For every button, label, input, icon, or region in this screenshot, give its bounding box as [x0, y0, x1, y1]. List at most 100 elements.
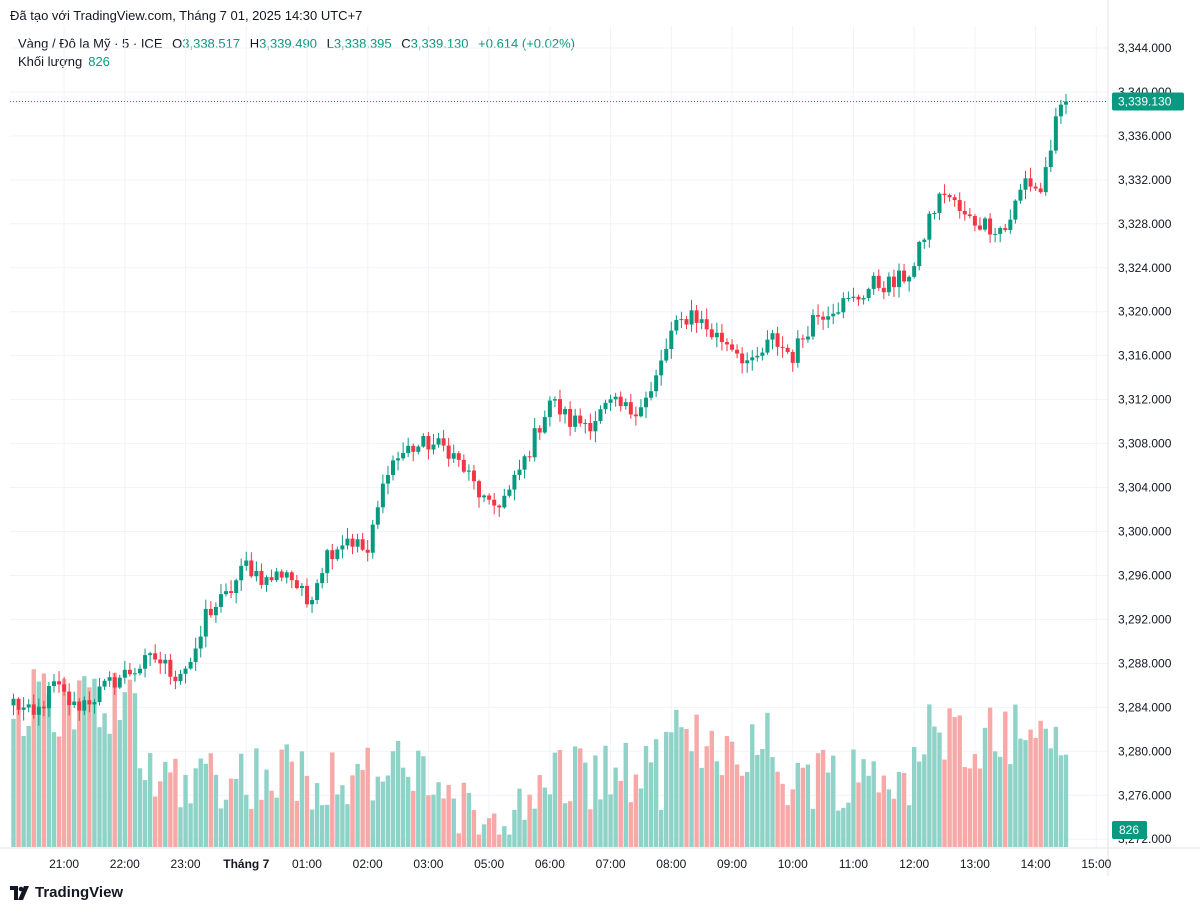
- candle-body[interactable]: [684, 319, 689, 325]
- candle-body[interactable]: [871, 275, 876, 289]
- candle-body[interactable]: [699, 319, 704, 323]
- candle-body[interactable]: [593, 421, 598, 432]
- candle-body[interactable]: [11, 698, 16, 706]
- candle-body[interactable]: [224, 591, 229, 595]
- candle-body[interactable]: [952, 197, 957, 201]
- candle-body[interactable]: [730, 344, 735, 350]
- candle-body[interactable]: [568, 408, 573, 427]
- candle-body[interactable]: [623, 402, 628, 407]
- candle-body[interactable]: [203, 608, 208, 637]
- candle-body[interactable]: [563, 408, 568, 415]
- candle-body[interactable]: [886, 276, 891, 293]
- candle-body[interactable]: [416, 446, 421, 452]
- candle-body[interactable]: [411, 445, 416, 452]
- candle-body[interactable]: [542, 417, 547, 433]
- candle-body[interactable]: [557, 399, 562, 415]
- candle-body[interactable]: [67, 691, 72, 706]
- symbol-name[interactable]: Vàng / Đô la Mỹ · 5 · ICE: [18, 36, 163, 51]
- candle-body[interactable]: [51, 681, 56, 687]
- candle-body[interactable]: [972, 216, 977, 226]
- candle-body[interactable]: [396, 458, 401, 461]
- candle-body[interactable]: [482, 495, 487, 498]
- candle-body[interactable]: [831, 313, 836, 317]
- candle-body[interactable]: [983, 218, 988, 230]
- candle-body[interactable]: [31, 704, 36, 715]
- candle-body[interactable]: [962, 210, 967, 215]
- candle-body[interactable]: [188, 661, 193, 669]
- candle-body[interactable]: [846, 297, 851, 299]
- candle-body[interactable]: [1063, 101, 1068, 105]
- candle-body[interactable]: [664, 349, 669, 361]
- candle-body[interactable]: [441, 438, 446, 446]
- candle-body[interactable]: [790, 351, 795, 363]
- candle-body[interactable]: [320, 573, 325, 584]
- candle-body[interactable]: [380, 483, 385, 508]
- candle-body[interactable]: [289, 572, 294, 581]
- candle-body[interactable]: [750, 357, 755, 361]
- candle-body[interactable]: [269, 577, 274, 581]
- candle-body[interactable]: [208, 608, 213, 616]
- candle-body[interactable]: [502, 495, 507, 508]
- candle-body[interactable]: [370, 524, 375, 553]
- candle-body[interactable]: [902, 270, 907, 282]
- candle-body[interactable]: [284, 572, 289, 578]
- candle-body[interactable]: [654, 375, 659, 392]
- candle-body[interactable]: [740, 353, 745, 364]
- candle-body[interactable]: [153, 653, 158, 660]
- candle-body[interactable]: [800, 338, 805, 340]
- candle-body[interactable]: [644, 397, 648, 408]
- candle-body[interactable]: [907, 276, 912, 282]
- candle-body[interactable]: [993, 233, 998, 235]
- candle-body[interactable]: [947, 195, 952, 198]
- candle-body[interactable]: [537, 428, 542, 433]
- candle-body[interactable]: [669, 330, 674, 350]
- candle-body[interactable]: [881, 287, 886, 293]
- candle-body[interactable]: [836, 312, 841, 314]
- candle-body[interactable]: [1053, 116, 1058, 151]
- candle-body[interactable]: [598, 409, 603, 422]
- candle-body[interactable]: [87, 700, 92, 705]
- candle-body[interactable]: [851, 296, 856, 298]
- candle-body[interactable]: [760, 352, 765, 356]
- candle-body[interactable]: [1023, 178, 1028, 190]
- candle-body[interactable]: [92, 702, 97, 705]
- candle-body[interactable]: [72, 701, 77, 706]
- candle-body[interactable]: [193, 648, 198, 662]
- candle-body[interactable]: [927, 213, 932, 240]
- candle-body[interactable]: [436, 438, 441, 445]
- candle-body[interactable]: [861, 298, 866, 300]
- candle-body[interactable]: [674, 319, 679, 331]
- candle-body[interactable]: [638, 407, 643, 417]
- candle-body[interactable]: [421, 435, 426, 447]
- candle-body[interactable]: [57, 681, 62, 685]
- candle-body[interactable]: [117, 677, 122, 688]
- candle-body[interactable]: [249, 560, 254, 577]
- candle-body[interactable]: [780, 346, 785, 348]
- candle-body[interactable]: [714, 332, 719, 338]
- candle-body[interactable]: [603, 402, 608, 410]
- candle-body[interactable]: [856, 296, 861, 300]
- candle-body[interactable]: [451, 453, 456, 459]
- candle-body[interactable]: [1003, 228, 1008, 231]
- candle-body[interactable]: [649, 391, 654, 398]
- candle-body[interactable]: [46, 686, 51, 709]
- candle-body[interactable]: [279, 571, 284, 578]
- candle-body[interactable]: [492, 499, 497, 506]
- candle-body[interactable]: [866, 288, 871, 299]
- candle-body[interactable]: [608, 399, 613, 403]
- candle-body[interactable]: [755, 355, 760, 358]
- candle-body[interactable]: [826, 316, 831, 320]
- candle-body[interactable]: [1048, 150, 1053, 168]
- candle-body[interactable]: [148, 653, 153, 656]
- candle-body[interactable]: [497, 505, 502, 508]
- candle-body[interactable]: [942, 193, 947, 196]
- candle-body[interactable]: [62, 684, 67, 692]
- candle-body[interactable]: [795, 338, 800, 363]
- candle-body[interactable]: [775, 333, 780, 347]
- candle-body[interactable]: [552, 399, 557, 401]
- candle-body[interactable]: [112, 677, 117, 688]
- candle-body[interactable]: [932, 213, 937, 215]
- candle-body[interactable]: [471, 470, 476, 482]
- candle-body[interactable]: [456, 453, 461, 460]
- candle-body[interactable]: [360, 539, 365, 550]
